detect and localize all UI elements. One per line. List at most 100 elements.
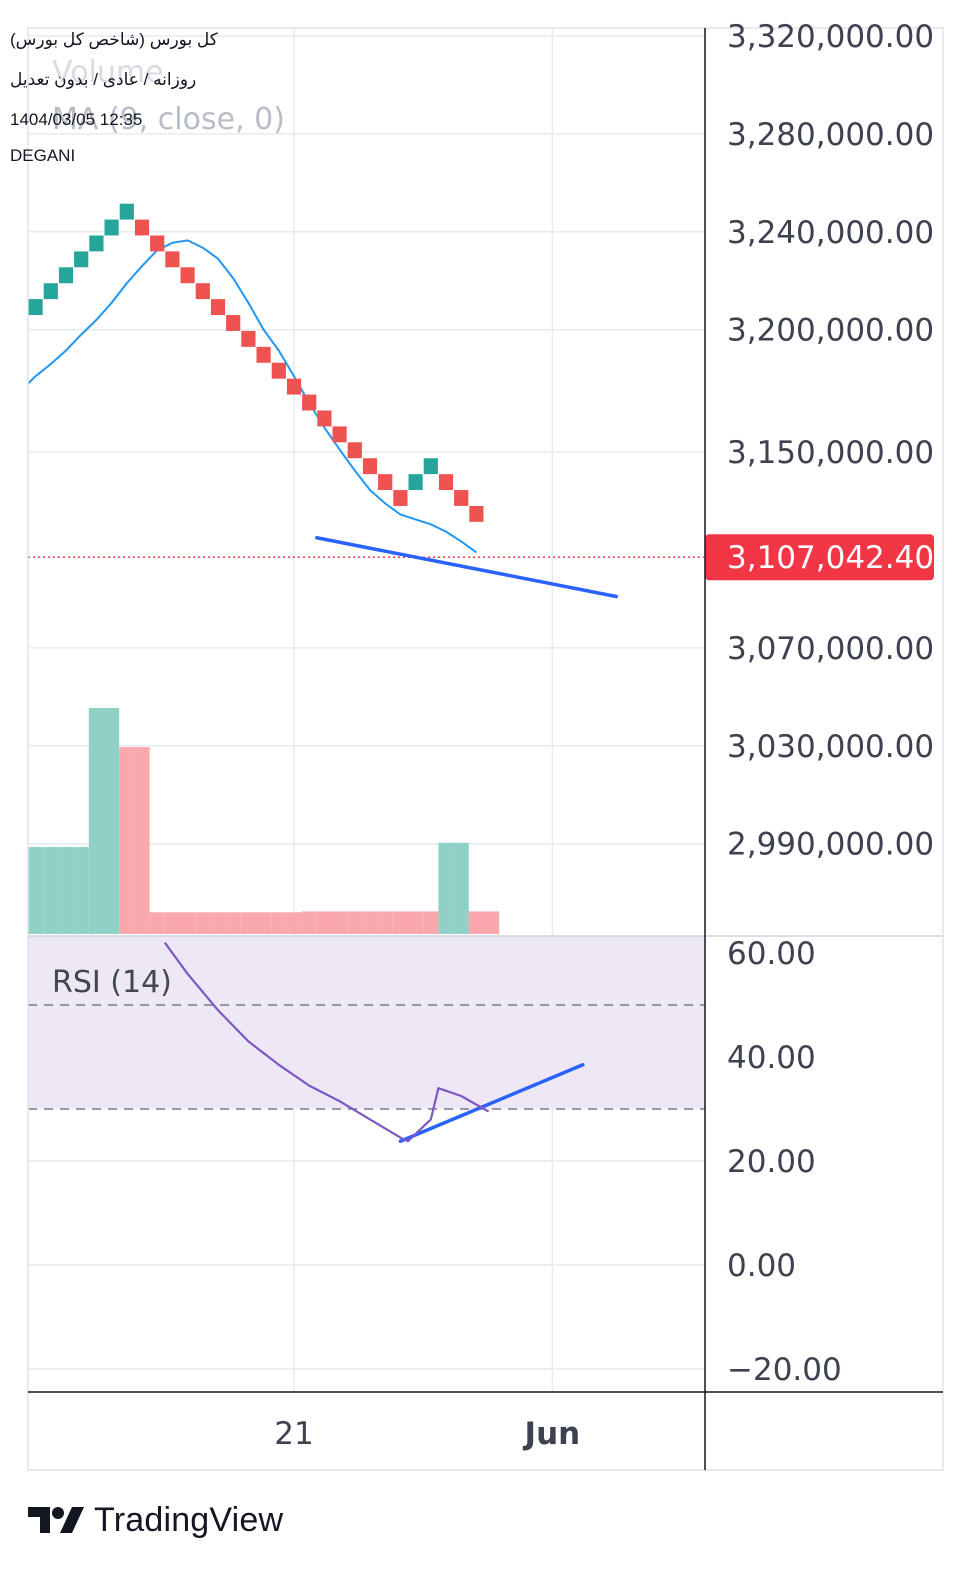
tradingview-logo[interactable]: TradingView — [28, 1496, 283, 1544]
volume-bar — [28, 847, 44, 934]
volume-bar — [301, 911, 317, 934]
volume-bar — [88, 708, 104, 934]
volume-bar — [119, 747, 135, 934]
rsi-trendline — [398, 1063, 585, 1143]
renko-brick — [393, 490, 408, 506]
price-axis-label: 3,070,000.00 — [727, 631, 934, 667]
renko-brick — [134, 219, 150, 236]
renko-brick — [180, 267, 195, 284]
renko-brick — [362, 458, 378, 475]
volume-bar — [332, 911, 348, 934]
volume-bar — [134, 747, 150, 934]
renko-brick — [150, 235, 165, 252]
volume-bar — [240, 912, 256, 934]
renko-bricks — [28, 203, 484, 522]
volume-watermark: Volume — [52, 55, 164, 90]
rsi-legend-label: RSI (14) — [52, 965, 172, 1000]
volume-bar — [210, 912, 226, 934]
price-axis-label: 3,030,000.00 — [727, 729, 934, 765]
price-axis-label: 3,280,000.00 — [727, 117, 934, 153]
volume-bar — [195, 912, 211, 934]
renko-brick — [226, 315, 241, 331]
renko-brick — [89, 235, 104, 252]
renko-brick — [317, 410, 332, 427]
time-axis-label: 21 — [274, 1416, 313, 1452]
renko-brick — [438, 474, 454, 491]
volume-bar — [73, 847, 89, 934]
symbol-title: کل بورس (شاخص کل بورس) — [10, 30, 218, 49]
grid — [28, 28, 705, 1392]
last-price-label: 3,107,042.40 — [727, 540, 934, 576]
renko-brick — [210, 299, 226, 316]
volume-bar — [149, 912, 165, 934]
volume-bar — [438, 842, 454, 934]
rsi-axis-label: 40.00 — [727, 1040, 816, 1076]
datetime-label: 1404/03/05 12:35 — [10, 110, 143, 129]
rsi-axis-label: −20.00 — [727, 1352, 842, 1388]
renko-brick — [165, 251, 180, 268]
renko-brick — [256, 346, 271, 363]
renko-brick — [347, 442, 362, 459]
renko-brick — [378, 474, 393, 491]
rsi-band-group: RSI (14) — [28, 936, 705, 1110]
volume-bar — [180, 912, 196, 934]
volume-bar — [347, 911, 363, 934]
interval-label: روزانه / عادی / بدون تعدیل — [10, 70, 197, 89]
last-price-tag — [705, 534, 934, 581]
volume-bar — [225, 912, 241, 934]
volume-bar — [392, 911, 408, 934]
time-axis-label: Jun — [523, 1416, 581, 1452]
volume-bar — [164, 912, 180, 934]
volume-bar — [377, 911, 393, 934]
volume-bar — [58, 847, 74, 934]
rsi-band-fill — [28, 936, 705, 1109]
volume-bar — [484, 911, 500, 934]
chart-border — [27, 27, 944, 1471]
renko-brick — [469, 505, 484, 522]
axes-labels: 3,320,000.00 3,280,000.00 3,240,000.00 3,20… — [274, 19, 934, 1452]
volume-bar — [362, 911, 378, 934]
volume-bar — [43, 847, 59, 934]
rsi-line-group — [163, 941, 490, 1143]
price-axis-label: 3,320,000.00 — [727, 19, 934, 55]
renko-brick — [423, 458, 438, 475]
renko-brick — [302, 394, 317, 411]
renko-brick — [28, 299, 43, 316]
tradingview-wordmark: TradingView — [94, 1500, 284, 1539]
rsi-axis-label: 0.00 — [727, 1248, 796, 1284]
renko-brick — [74, 251, 89, 268]
volume-bar — [104, 708, 120, 934]
volume-bar — [408, 911, 424, 934]
price-axis-label: 3,200,000.00 — [727, 313, 934, 349]
rsi-axis-label: 20.00 — [727, 1144, 816, 1180]
price-axis-label: 3,240,000.00 — [727, 215, 934, 251]
renko-brick — [241, 330, 256, 347]
volume-bars — [28, 708, 500, 934]
volume-bar — [468, 911, 484, 934]
volume-bar — [316, 911, 332, 934]
price-axis-label: 2,990,000.00 — [727, 827, 934, 863]
price-axis-label: 3,150,000.00 — [727, 435, 934, 471]
rsi-axis-label: 60.00 — [727, 936, 816, 972]
last-price-group: 3,107,042.40 — [28, 534, 934, 581]
renko-brick — [119, 203, 134, 220]
ma-line-group — [27, 239, 477, 554]
author-label: DEGANI — [10, 146, 76, 165]
trendlines[interactable] — [315, 536, 618, 1143]
price-trendline — [315, 536, 618, 599]
pane-frame — [27, 27, 944, 1471]
tradingview-logo-icon — [28, 1507, 84, 1533]
volume-bar — [286, 912, 302, 934]
renko-brick — [104, 219, 119, 236]
volume-bar — [423, 911, 439, 934]
volume-bar — [256, 912, 272, 934]
watermark-group: Volume MA (9, close, 0) — [52, 55, 285, 137]
rsi-line — [163, 941, 490, 1143]
renko-brick — [408, 474, 423, 491]
renko-brick — [195, 283, 210, 300]
ma-watermark: MA (9, close, 0) — [52, 102, 285, 137]
volume-bar — [453, 842, 469, 934]
renko-brick — [58, 267, 74, 284]
